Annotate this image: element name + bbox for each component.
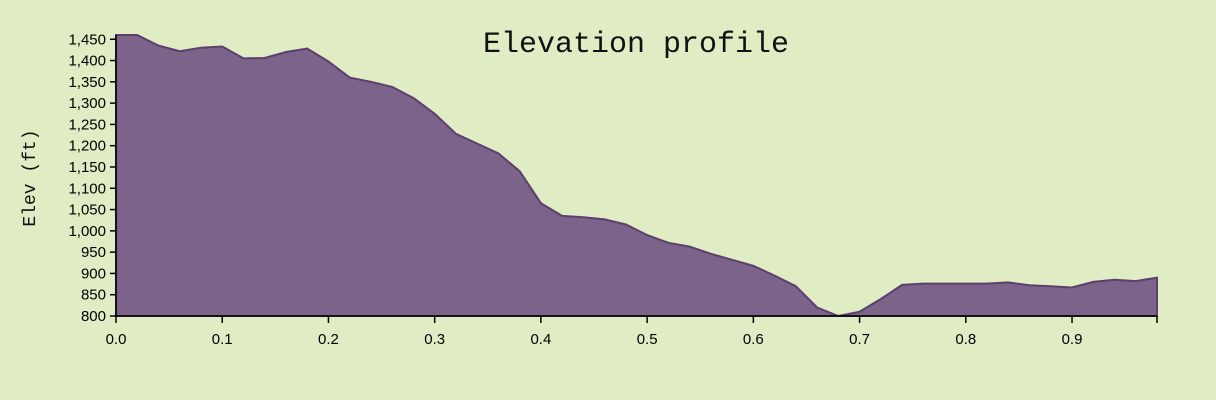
x-tick-label: 0.6 [743,331,764,348]
x-tick-label: 0.5 [637,331,658,348]
y-tick-label: 1,100 [68,180,106,197]
y-tick-label: 1,200 [68,138,106,155]
x-tick-label: 0.3 [424,331,445,348]
y-tick-label: 950 [81,244,106,261]
x-tick-label: 0.8 [955,331,976,348]
y-tick-label: 800 [81,308,106,325]
y-tick-label: 1,050 [68,202,106,219]
y-tick-label: 850 [81,287,106,304]
x-tick-label: 0.1 [212,331,233,348]
x-tick-label: 0.4 [530,331,551,348]
x-tick-label: 0.7 [849,331,870,348]
y-tick-label: 1,450 [68,31,106,48]
x-tick-label: 0.9 [1062,331,1083,348]
y-tick-label: 900 [81,265,106,282]
plot-area: 800 850 900 950 1,000 1,050 1,100 1,150 1,200 1,2… [68,31,1158,348]
y-tick-label: 1,150 [68,159,106,176]
x-tick-label: 0.0 [106,331,127,348]
y-tick-label: 1,350 [68,74,106,91]
x-tick-label: 0.2 [318,331,339,348]
y-tick-label: 1,300 [68,95,106,112]
elevation-area [115,34,1158,318]
y-tick-label: 1,000 [68,223,106,240]
y-tick-label: 1,400 [68,53,106,70]
chart-title: Elevation profile [483,28,789,62]
y-tick-label: 1,250 [68,116,106,133]
y-axis-label: Elev (ft) [21,129,41,226]
